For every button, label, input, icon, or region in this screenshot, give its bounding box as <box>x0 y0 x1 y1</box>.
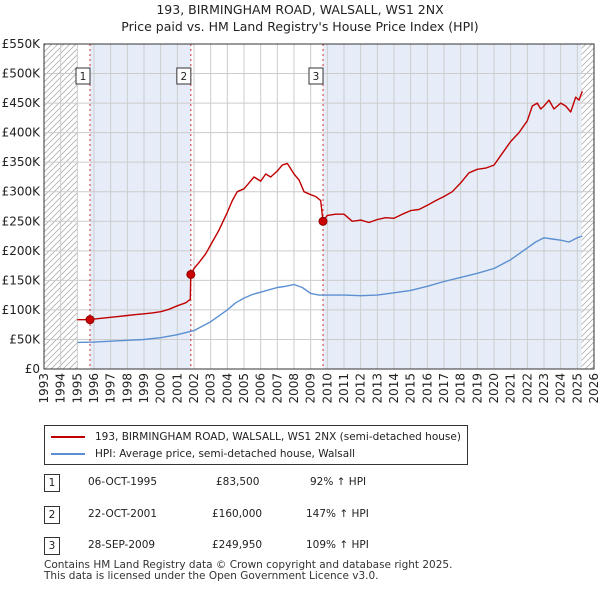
x-tick-label: 2004 <box>220 373 234 404</box>
x-tick-label: 2026 <box>587 373 600 404</box>
x-tick-label: 2019 <box>470 373 484 404</box>
x-tick-label: 2012 <box>354 373 368 404</box>
legend-label-price: 193, BIRMINGHAM ROAD, WALSALL, WS1 2NX (… <box>95 431 461 443</box>
x-tick-label: 2023 <box>537 373 551 404</box>
shaded-band <box>90 44 191 369</box>
x-tick-label: 2009 <box>304 373 318 404</box>
x-tick-label: 2001 <box>170 373 184 404</box>
chart-legend: 193, BIRMINGHAM ROAD, WALSALL, WS1 2NX (… <box>44 425 468 465</box>
x-tick-label: 2000 <box>154 373 168 404</box>
x-tick-label: 2024 <box>554 373 568 404</box>
y-tick-label: £250K <box>2 214 42 228</box>
x-tick-label: 1997 <box>104 373 118 404</box>
x-tick-label: 2006 <box>254 373 268 404</box>
transaction-date: 06-OCT-1995 <box>88 476 157 488</box>
chart-subtitle: Price paid vs. HM Land Registry's House … <box>121 19 479 34</box>
sale-label: 1 <box>80 71 87 83</box>
x-tick-label: 2018 <box>454 373 468 404</box>
transaction-number: 1 <box>44 474 60 492</box>
plot-border <box>43 43 595 370</box>
transaction-number: 2 <box>44 506 60 524</box>
y-tick-label: £50K <box>9 332 41 346</box>
x-tick-label: 2003 <box>204 373 218 404</box>
x-tick-label: 1996 <box>87 373 101 404</box>
x-tick-label: 2002 <box>187 373 201 404</box>
transaction-hpi: 109% ↑ HPI <box>306 539 369 551</box>
footer-copyright: Contains HM Land Registry data © Crown c… <box>44 559 453 571</box>
y-tick-label: £400K <box>2 126 42 140</box>
chart-title: 193, BIRMINGHAM ROAD, WALSALL, WS1 2NX <box>156 2 444 17</box>
sale-label-box <box>75 67 91 85</box>
x-tick-label: 1998 <box>120 373 134 404</box>
x-tick-label: 2010 <box>320 373 334 404</box>
transaction-hpi: 147% ↑ HPI <box>306 508 369 520</box>
y-tick-label: £0 <box>25 362 40 376</box>
x-tick-label: 1993 <box>37 373 51 404</box>
y-tick-label: £200K <box>2 244 42 258</box>
y-tick-label: £350K <box>2 155 42 169</box>
legend-item-hpi: HPI: Average price, semi-detached house,… <box>51 448 355 460</box>
hpi-series-line <box>77 235 583 344</box>
x-tick-label: 2016 <box>420 373 434 404</box>
transaction-hpi: 92% ↑ HPI <box>310 476 367 488</box>
sale-point <box>318 216 328 226</box>
x-tick-label: 2008 <box>287 373 301 404</box>
x-tick-label: 1994 <box>54 373 68 404</box>
x-tick-label: 2011 <box>337 373 351 404</box>
transaction-price: £160,000 <box>212 508 263 520</box>
y-tick-label: £100K <box>2 303 42 317</box>
x-tick-label: 2014 <box>387 373 401 404</box>
transaction-price: £249,950 <box>212 539 263 551</box>
x-tick-label: 1999 <box>137 373 151 404</box>
transaction-date: 28-SEP-2009 <box>88 539 156 551</box>
x-tick-label: 2021 <box>504 373 518 404</box>
x-tick-label: 2007 <box>270 373 284 404</box>
sale-label-box <box>176 67 192 85</box>
x-tick-label: 2015 <box>404 373 418 404</box>
x-tick-label: 2005 <box>237 373 251 404</box>
legend-swatch-hpi <box>51 453 85 455</box>
x-tick-label: 2013 <box>370 373 384 404</box>
price-chart: 1 2 3 £0 £50K £100K £150K £200K £250K £300K £350K £… <box>2 37 600 404</box>
y-tick-label: £300K <box>2 185 42 199</box>
sale-label: 3 <box>313 71 320 83</box>
x-tick-label: 2020 <box>487 373 501 404</box>
x-tick-label: 1995 <box>70 373 84 404</box>
sale-label: 2 <box>180 71 187 83</box>
x-tick-label: 2017 <box>437 373 451 404</box>
sale-label-box <box>308 67 324 85</box>
legend-swatch-price <box>51 436 85 438</box>
legend-label-hpi: HPI: Average price, semi-detached house,… <box>95 448 356 460</box>
x-tick-label: 2025 <box>570 373 584 404</box>
y-tick-label: £450K <box>2 96 42 110</box>
footer-licence: This data is licensed under the Open Gov… <box>44 570 379 582</box>
y-tick-label: £150K <box>2 273 42 287</box>
hatched-region-after <box>581 44 594 369</box>
y-tick-label: £550K <box>2 37 42 51</box>
legend-item-price: 193, BIRMINGHAM ROAD, WALSALL, WS1 2NX (… <box>51 431 461 443</box>
transaction-number: 3 <box>44 537 60 555</box>
sale-point <box>85 315 95 325</box>
shaded-band <box>323 44 582 369</box>
y-tick-label: £500K <box>2 67 42 81</box>
footer: Contains HM Land Registry data © Crown c… <box>44 560 452 582</box>
sale-point <box>186 269 196 279</box>
transaction-price: £83,500 <box>216 476 260 488</box>
x-tick-label: 2022 <box>520 373 534 404</box>
price-series-line <box>77 91 583 321</box>
transaction-date: 22-OCT-2001 <box>88 508 157 520</box>
